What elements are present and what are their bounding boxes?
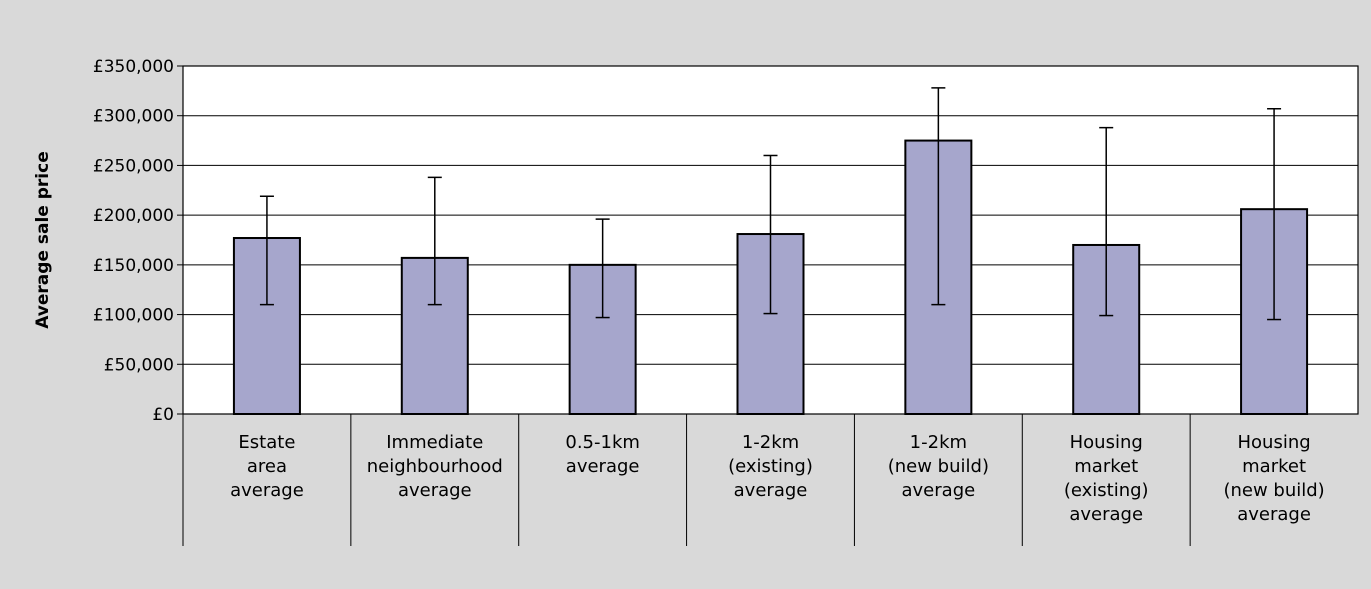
x-category-label: 0.5-1km [565, 432, 640, 453]
x-category-label: neighbourhood [367, 456, 503, 477]
x-category-label: average [230, 480, 304, 501]
x-category-label: area [247, 456, 287, 477]
x-category-label: (existing) [728, 456, 813, 477]
x-category-label: Immediate [386, 432, 483, 453]
x-category-label: Housing [1237, 432, 1310, 453]
x-category-label: (existing) [1064, 480, 1149, 501]
x-category-label: average [734, 480, 808, 501]
x-category-label: 1-2km [910, 432, 967, 453]
y-tick-label: £250,000 [93, 156, 174, 176]
x-category-label: average [398, 480, 472, 501]
x-category-label: average [902, 480, 976, 501]
y-tick-label: £100,000 [93, 306, 174, 326]
x-category-label: average [1069, 504, 1143, 525]
x-category-label: (new build) [1223, 480, 1324, 501]
y-tick-label: £350,000 [93, 57, 174, 77]
y-tick-label: £300,000 [93, 107, 174, 127]
x-category-label: market [1074, 456, 1138, 477]
y-axis-title: Average sale price [33, 151, 53, 329]
x-category-label: average [566, 456, 640, 477]
bar [568, 263, 637, 415]
y-tick-label: £50,000 [104, 355, 174, 375]
y-tick-label: £0 [152, 405, 174, 425]
x-category-label: (new build) [888, 456, 989, 477]
x-category-label: market [1242, 456, 1306, 477]
x-category-label: 1-2km [742, 432, 799, 453]
plot-area: £0 £50,000 £100,000 £150,000 £200,000 £250,00… [93, 57, 1359, 546]
x-category-label: Estate [238, 432, 295, 453]
y-tick-label: £200,000 [93, 206, 174, 226]
plot-border [182, 65, 1359, 415]
x-category-label: average [1237, 504, 1311, 525]
x-category-label: Housing [1070, 432, 1143, 453]
y-tick-label: £150,000 [93, 256, 174, 276]
